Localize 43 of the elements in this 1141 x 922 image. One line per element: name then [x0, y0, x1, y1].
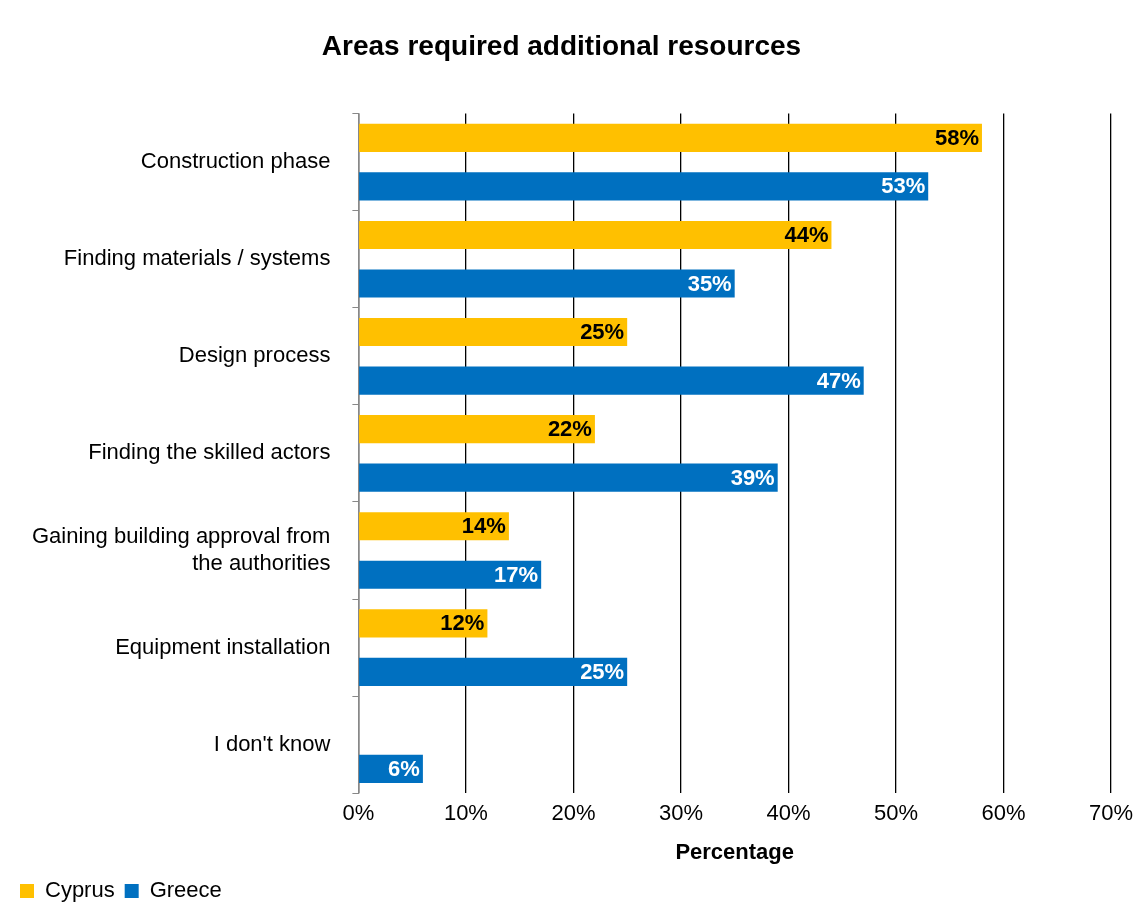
bar: [359, 366, 864, 395]
bar: [359, 317, 628, 347]
bar: [359, 560, 542, 589]
x-tick-label: 40%: [766, 800, 811, 826]
data-label: 25%: [580, 658, 625, 684]
data-label: 6%: [388, 755, 420, 781]
y-tick-label: Equipment installation: [115, 633, 331, 659]
bar: [359, 123, 982, 152]
data-label: 12%: [440, 610, 485, 636]
legend-label: Greece: [149, 877, 222, 903]
chart-title: Areas required additional resources: [321, 29, 802, 61]
bar: [359, 172, 929, 201]
data-label: 53%: [881, 173, 926, 199]
x-tick-label: 50%: [873, 800, 918, 826]
data-label: 35%: [687, 270, 732, 296]
x-tick-label: 70%: [1088, 800, 1134, 826]
data-label: 44%: [784, 222, 829, 248]
y-tick-label: Construction phase: [140, 148, 331, 174]
y-tick-label: Finding the skilled actors: [88, 439, 331, 465]
data-label: 58%: [934, 124, 979, 150]
y-tick-label: Design process: [178, 342, 331, 368]
bar: [359, 415, 595, 444]
data-label: 25%: [580, 319, 625, 345]
x-tick-label: 60%: [981, 800, 1026, 826]
x-tick-label: 0%: [342, 800, 375, 826]
data-label: 17%: [494, 561, 539, 587]
y-tick-label: Finding materials / systems: [63, 245, 331, 271]
x-tick-label: 20%: [551, 800, 596, 826]
x-tick-label: 30%: [658, 800, 703, 826]
data-label: 39%: [730, 464, 775, 490]
data-label: 22%: [547, 416, 592, 442]
bar: [359, 220, 832, 250]
bar: [359, 269, 735, 298]
bar: [359, 512, 509, 541]
bar: [359, 463, 778, 492]
bar: [359, 657, 628, 686]
x-axis-title: Percentage: [675, 838, 794, 864]
data-label: 47%: [816, 367, 861, 393]
y-tick-label: I don't know: [213, 730, 331, 756]
y-tick-label: Gaining building approval from the authorities: [31, 523, 331, 575]
data-label: 14%: [461, 513, 506, 539]
x-tick-label: 10%: [443, 800, 488, 826]
legend-label: Cyprus: [45, 877, 115, 903]
